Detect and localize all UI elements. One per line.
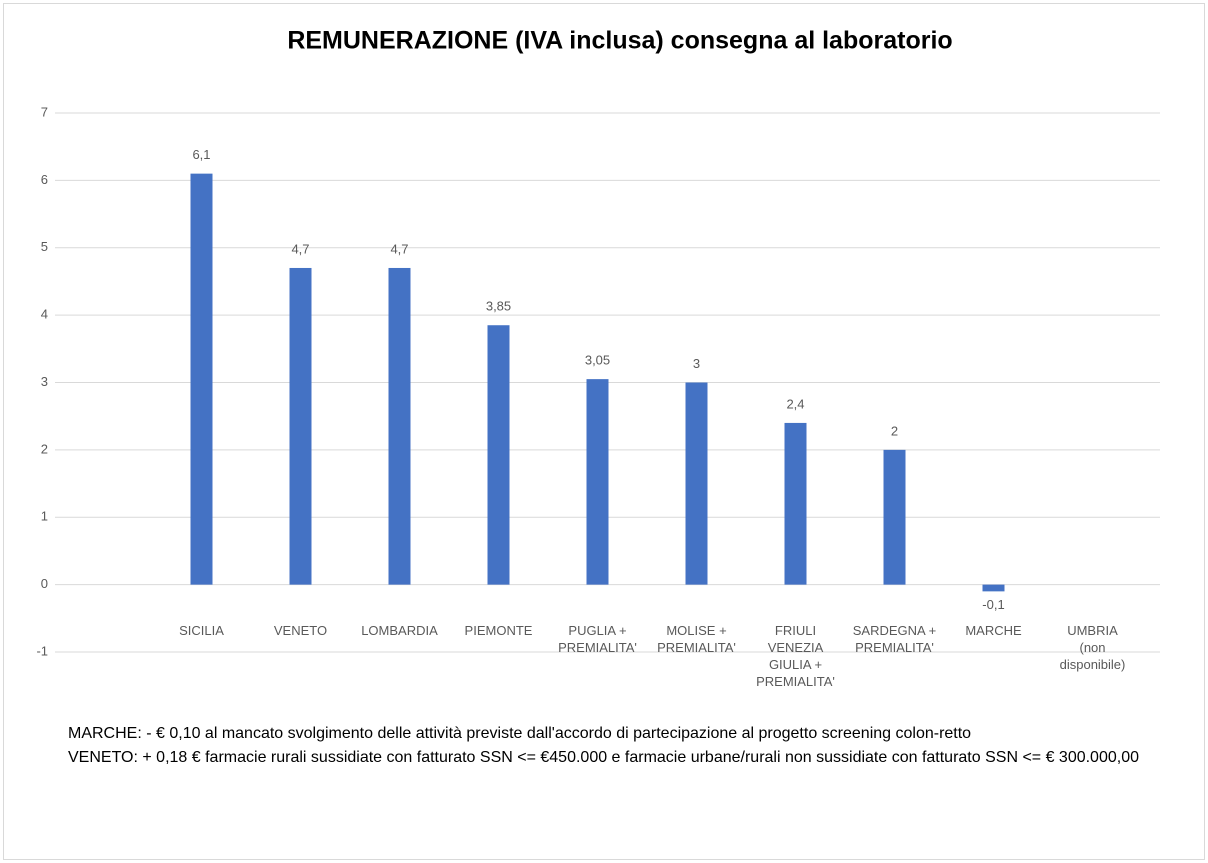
y-tick-label: 2 (41, 441, 48, 456)
bar (982, 584, 1005, 592)
bar (289, 267, 312, 585)
x-tick-label: SICILIA (179, 623, 224, 638)
x-tick-label-line: UMBRIA (1067, 623, 1118, 638)
data-label: 3 (693, 356, 700, 371)
x-tick-label: VENETO (274, 623, 327, 638)
x-tick-label-line: GIULIA + (769, 657, 822, 672)
x-tick-label-line: LOMBARDIA (361, 623, 438, 638)
x-tick-label-line: PREMIALITA' (756, 674, 835, 689)
x-tick-label-line: VENEZIA (768, 640, 824, 655)
x-tick-label: SARDEGNA + PREMIALITA' (853, 623, 936, 655)
x-tick-label-line: MOLISE + (666, 623, 726, 638)
y-tick-label: 6 (41, 172, 48, 187)
annotation: MARCHE: - € 0,10 al mancato svolgimento … (68, 725, 972, 742)
data-label: 6,1 (192, 147, 210, 162)
bar (685, 382, 708, 585)
x-tick-label: MOLISE + PREMIALITA' (657, 623, 736, 655)
x-tick-label-line: (non (1079, 640, 1105, 655)
y-tick-label: 0 (41, 576, 48, 591)
data-label: 4,7 (291, 241, 309, 256)
y-tick-label: 7 (41, 104, 48, 119)
y-tick-label: 4 (41, 307, 48, 322)
bar (784, 422, 807, 585)
x-tick-label-line: PUGLIA + (568, 623, 626, 638)
x-tick-label-line: FRIULI (775, 623, 816, 638)
bar (883, 449, 906, 585)
x-tick-label: MARCHE (965, 623, 1022, 638)
notes: MARCHE: - € 0,10 al mancato svolgimento … (68, 722, 1153, 770)
y-tick-label: -1 (36, 643, 48, 658)
x-tick-label-line: SARDEGNA + (853, 623, 936, 638)
data-label: 3,85 (486, 299, 511, 314)
x-tick-label: PIEMONTE (465, 623, 533, 638)
x-tick-label: FRIULI VENEZIA GIULIA + PREMIALITA' (756, 623, 835, 689)
x-tick-label-line: SICILIA (179, 623, 224, 638)
data-label: 3,05 (585, 353, 610, 368)
bar (487, 325, 510, 585)
data-label: 2,4 (786, 396, 804, 411)
chart-title: REMUNERAZIONE (IVA inclusa) consegna al … (287, 27, 952, 55)
x-tick-label-line: VENETO (274, 623, 327, 638)
x-tick-label-line: PREMIALITA' (657, 640, 736, 655)
x-tick-label: UMBRIA (non disponibile) (1060, 623, 1126, 672)
x-tick-label: LOMBARDIA (361, 623, 438, 638)
y-tick-label: 3 (41, 374, 48, 389)
annotation: VENETO: + 0,18 € farmacie rurali sussidi… (68, 749, 1139, 766)
x-tick-label-line: MARCHE (965, 623, 1022, 638)
bar (586, 379, 609, 585)
data-label: 2 (891, 423, 898, 438)
bar (190, 173, 213, 585)
x-tick-label-line: PREMIALITA' (558, 640, 637, 655)
x-tick-label-line: disponibile) (1060, 657, 1126, 672)
x-tick-label-line: PIEMONTE (465, 623, 533, 638)
x-tick-label: PUGLIA + PREMIALITA' (558, 623, 637, 655)
x-tick-label-line: PREMIALITA' (855, 640, 934, 655)
y-tick-label: 5 (41, 239, 48, 254)
data-label: -0,1 (982, 597, 1004, 612)
y-tick-label: 1 (41, 509, 48, 524)
bar (388, 267, 411, 585)
data-label: 4,7 (390, 241, 408, 256)
